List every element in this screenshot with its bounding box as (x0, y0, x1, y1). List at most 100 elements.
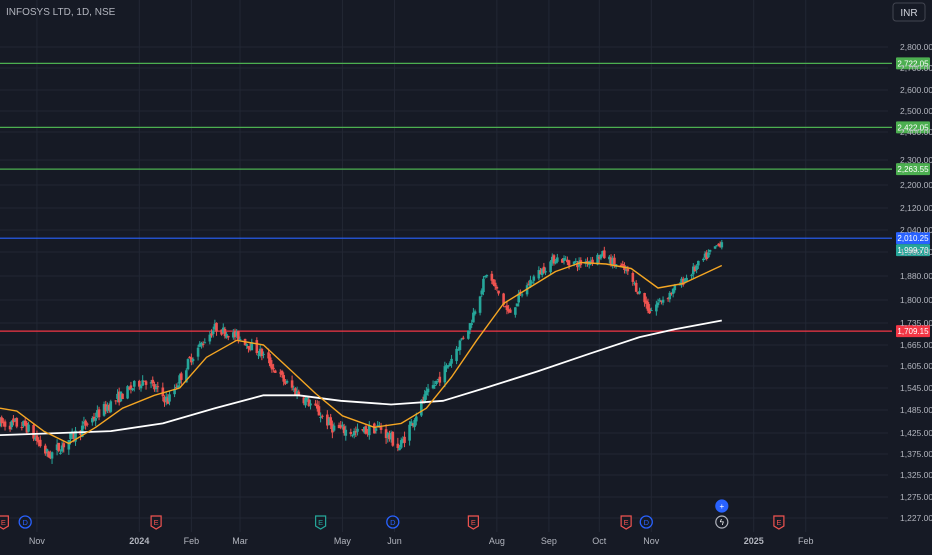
lightning-event-icon[interactable]: ϟ (715, 515, 729, 529)
candle-body (84, 420, 87, 426)
time-tick-label: Sep (541, 536, 557, 546)
candle-body (448, 363, 452, 367)
last-price-tag (896, 244, 930, 257)
candle-body (297, 391, 301, 396)
candle-body (572, 261, 576, 265)
candle-body (366, 432, 369, 434)
candle-body (648, 308, 651, 314)
candle-body (697, 260, 700, 266)
candle-body (69, 433, 72, 440)
candle-body (621, 264, 625, 266)
candle-body (624, 269, 628, 271)
price-tick-label: 2,500.00 (900, 106, 932, 116)
candle-body (248, 346, 252, 350)
candle-body (351, 434, 354, 436)
candle-body (35, 435, 39, 441)
candle-body (349, 431, 353, 435)
candle-body (561, 259, 564, 263)
candle-body (315, 404, 319, 409)
candle-body (104, 404, 108, 412)
earnings-event-badge[interactable]: E (150, 515, 162, 530)
candle-body (467, 330, 470, 339)
candle-body (57, 442, 61, 451)
earnings-event-badge[interactable]: E (0, 515, 9, 530)
candle-body (226, 336, 230, 338)
candle-body (247, 345, 250, 349)
candle-body (200, 342, 203, 346)
svg-text:E: E (624, 518, 629, 527)
candle-body (567, 260, 571, 266)
candle-body (601, 250, 604, 256)
candle-body (327, 418, 331, 426)
candle-body (554, 261, 557, 264)
price-tick-label: 2,040.00 (900, 225, 932, 235)
candle-body (314, 403, 317, 406)
candle-body (705, 252, 709, 259)
dividend-event-badge[interactable]: D (639, 515, 653, 529)
candle-body (37, 440, 40, 443)
dividend-event-badge[interactable]: D (18, 515, 32, 529)
candle-body (15, 418, 19, 427)
earnings-event-badge[interactable]: E (620, 515, 632, 530)
candle-body (413, 420, 416, 427)
candle-body (656, 302, 660, 306)
candle-body (693, 266, 697, 271)
price-tick-label: 2,300.00 (900, 155, 932, 165)
candle-body (514, 307, 517, 315)
plus-event-icon[interactable]: + (715, 499, 729, 513)
time-tick-label: Feb (798, 536, 814, 546)
candle-body (55, 444, 59, 450)
candle-body (225, 334, 228, 338)
svg-text:+: + (719, 502, 724, 511)
ma-slow-line (0, 319, 722, 436)
candle-body (138, 380, 141, 387)
candle-body (114, 400, 118, 402)
candle-body (337, 424, 341, 429)
candle-body (478, 296, 482, 313)
currency-button[interactable]: INR (892, 2, 926, 22)
candle-body (462, 337, 465, 339)
candle-body (49, 454, 52, 459)
candle-body (153, 384, 156, 390)
candle-body (237, 330, 240, 341)
price-tick-label: 1,605.00 (900, 361, 932, 371)
candle-body (420, 399, 423, 416)
time-tick-label: 2025 (744, 536, 764, 546)
candle-body (415, 416, 418, 422)
split-event-badge[interactable]: E (315, 515, 327, 530)
candle-body (718, 243, 722, 247)
candle-body (268, 357, 272, 367)
candle-body (62, 443, 66, 448)
candle-body (116, 393, 119, 399)
candle-body (295, 391, 299, 396)
candle-body (495, 286, 499, 289)
candle-body (509, 309, 512, 313)
candle-body (702, 258, 705, 261)
dividend-event-badge[interactable]: D (386, 515, 400, 529)
price-axis[interactable]: 2,800.00 2,700.00 2,600.00 2,500.00 2,400.00… (900, 42, 932, 523)
candle-body (411, 423, 415, 425)
candle-body (12, 418, 15, 423)
last-price-label: 1,999.70 (897, 246, 929, 255)
candle-body (329, 417, 332, 426)
time-axis[interactable]: Nov 2024 Feb Mar May Jun Aug Sep Oct Nov 2025 Feb (29, 536, 814, 546)
candle-body (307, 399, 311, 406)
candle-body (527, 284, 531, 286)
candle-body (695, 265, 698, 270)
candle-body (132, 380, 136, 387)
svg-text:E: E (471, 518, 476, 527)
candle-body (258, 348, 262, 356)
earnings-event-badge[interactable]: E (773, 515, 785, 530)
candle-body (82, 422, 86, 424)
candle-body (661, 299, 665, 303)
candle-body (97, 409, 101, 418)
candle-body (356, 428, 359, 432)
candle-body (497, 290, 500, 294)
candle-body (102, 404, 106, 416)
candle-body (279, 372, 282, 374)
candle-body (589, 260, 593, 263)
candle-body (619, 264, 623, 266)
candle-body (188, 356, 191, 359)
earnings-event-badge[interactable]: E (467, 515, 479, 530)
